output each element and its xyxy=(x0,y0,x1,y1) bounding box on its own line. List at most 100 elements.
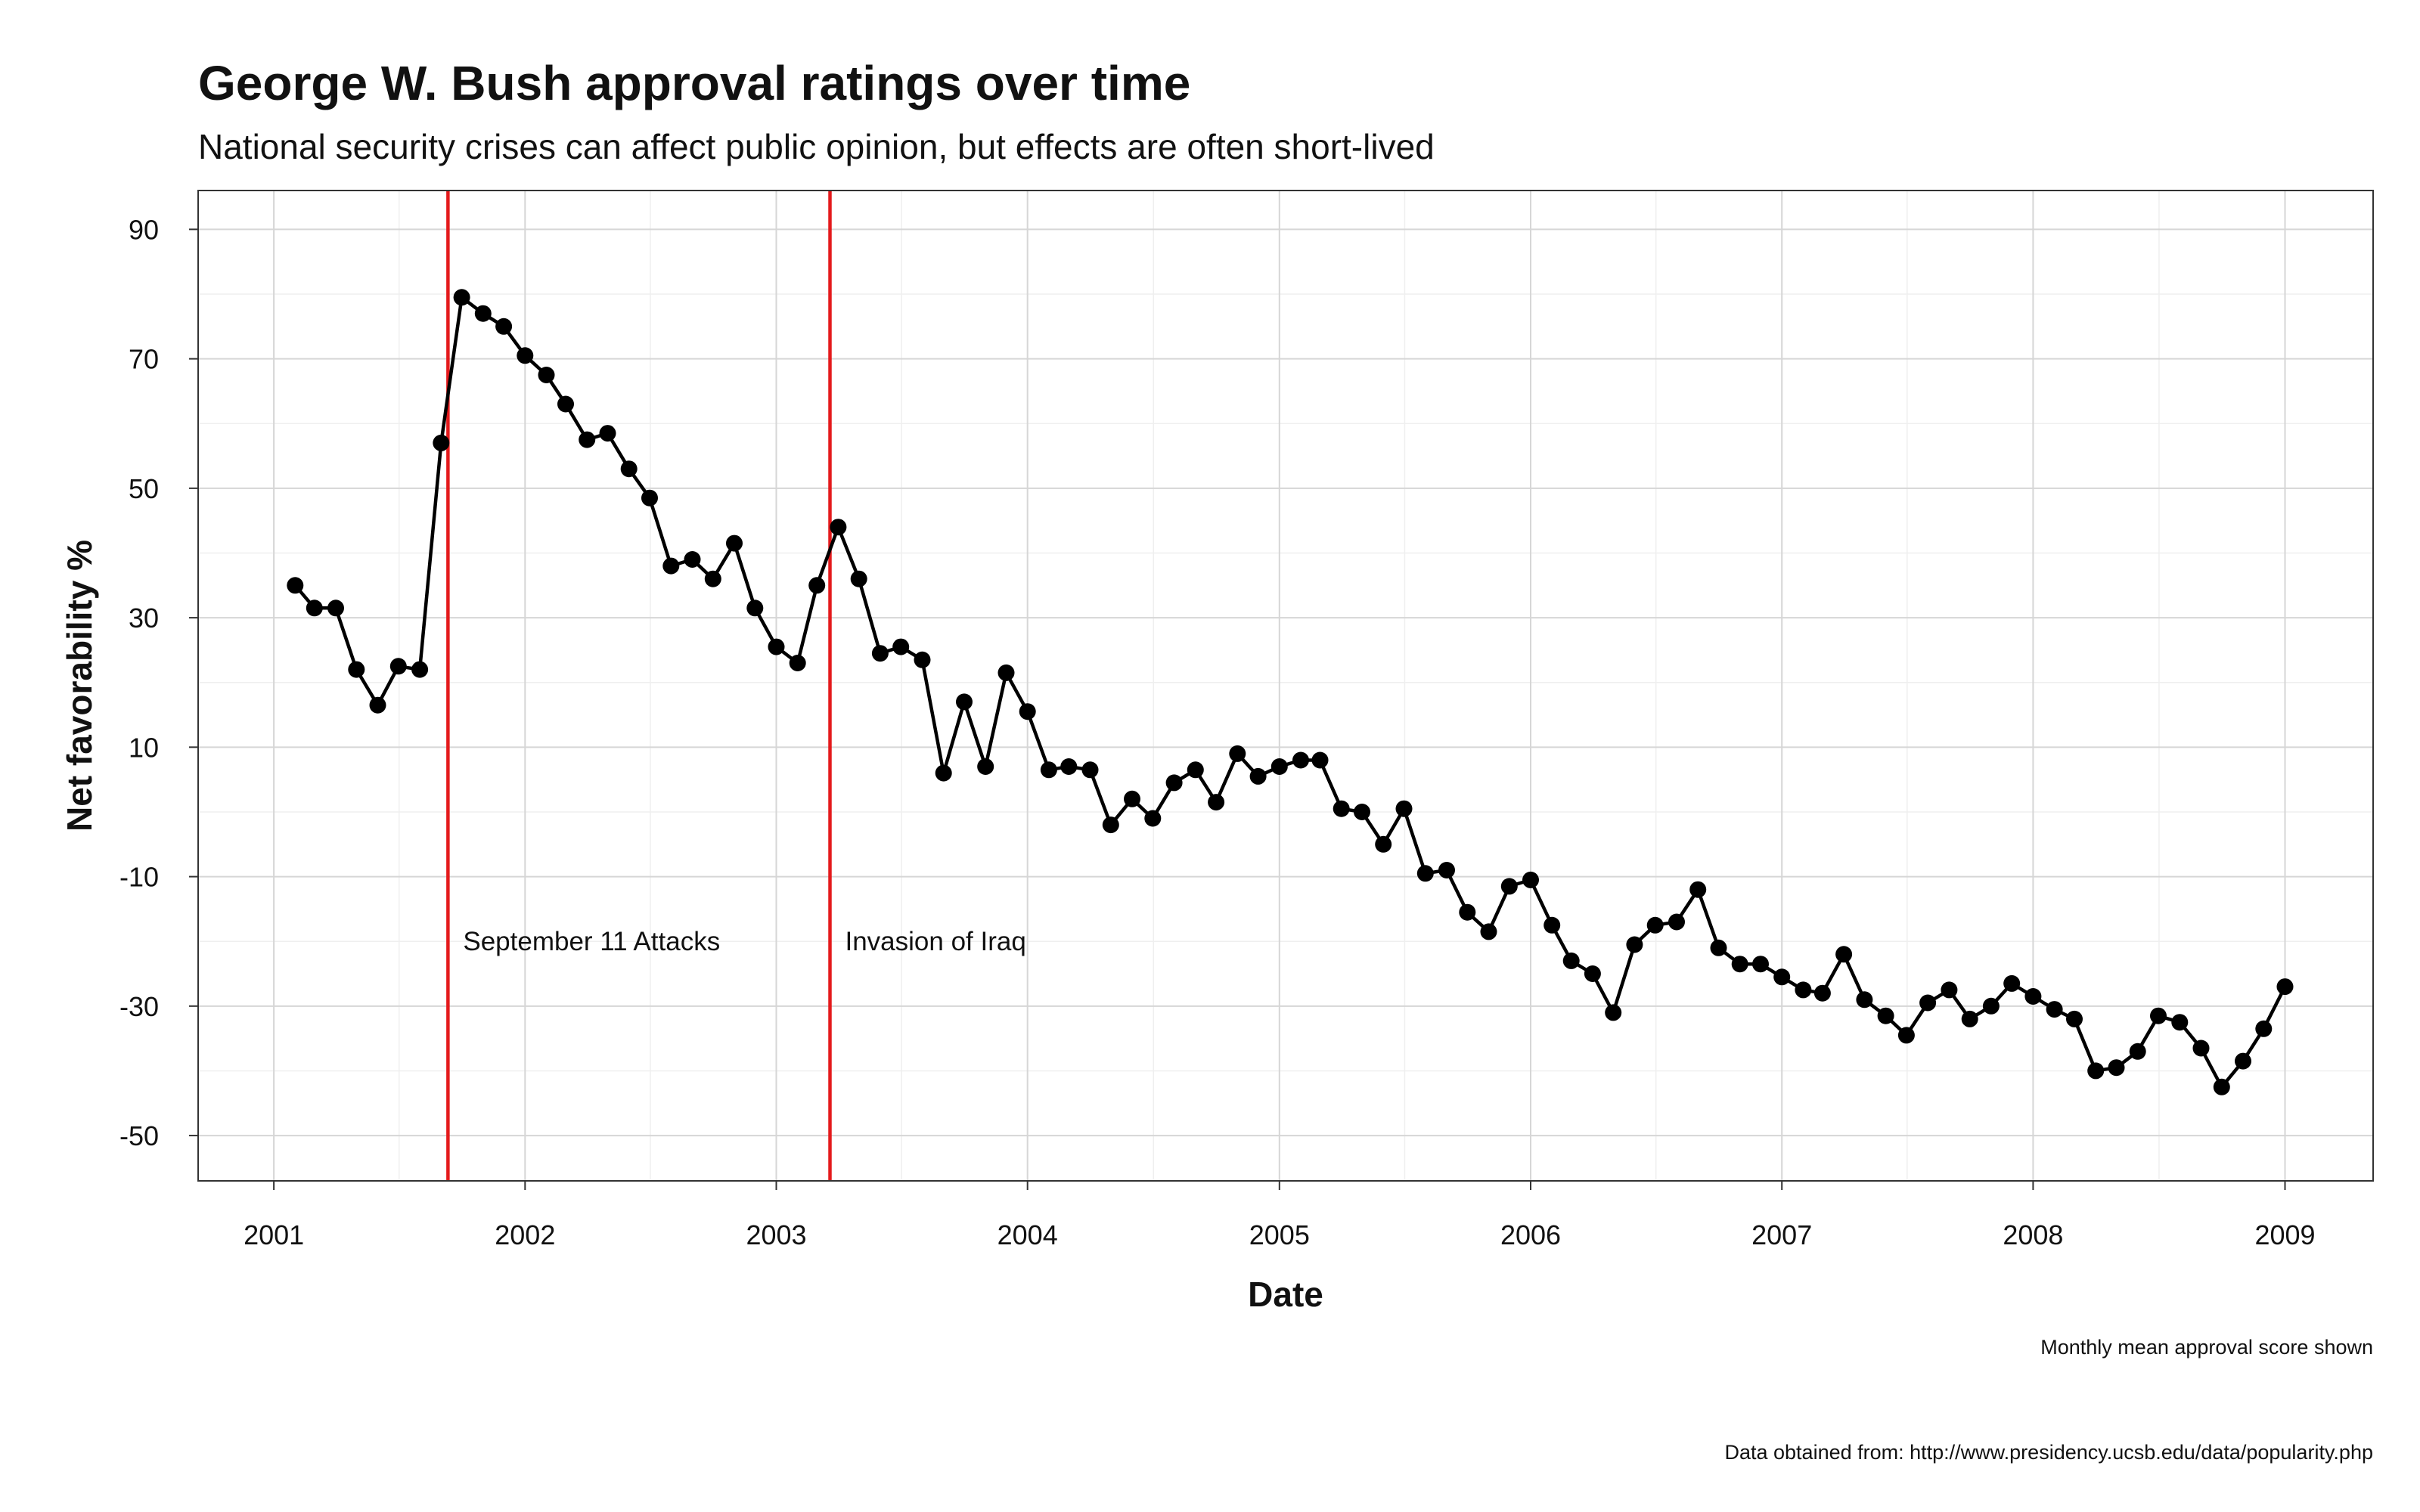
minor-gridlines xyxy=(198,191,2373,1181)
data-point xyxy=(2129,1043,2146,1060)
data-point xyxy=(599,425,616,442)
data-point xyxy=(1773,968,1791,986)
data-point xyxy=(768,638,785,655)
data-point xyxy=(662,557,680,575)
data-point xyxy=(1040,761,1057,779)
chart-title: George W. Bush approval ratings over tim… xyxy=(198,56,1190,110)
x-axis-title: Date xyxy=(1248,1275,1323,1314)
data-point xyxy=(1375,835,1392,853)
data-point xyxy=(1544,916,1561,934)
data-point xyxy=(892,638,910,655)
data-point xyxy=(1562,952,1580,969)
data-point xyxy=(1500,878,1518,895)
data-point xyxy=(1354,804,1370,820)
data-point xyxy=(411,661,429,678)
data-point xyxy=(369,696,386,714)
data-point xyxy=(2003,974,2021,992)
data-point xyxy=(474,305,492,322)
data-point xyxy=(1919,994,1937,1012)
data-point xyxy=(1646,916,1664,934)
data-point xyxy=(1584,965,1601,982)
data-point xyxy=(453,289,470,306)
data-point xyxy=(1480,923,1497,940)
data-point xyxy=(1522,871,1539,888)
data-point xyxy=(1102,816,1119,834)
y-tick-label: -10 xyxy=(119,862,159,893)
data-point xyxy=(1311,751,1329,769)
data-point xyxy=(997,664,1015,681)
data-point xyxy=(433,434,450,451)
data-point xyxy=(2192,1040,2210,1057)
data-point xyxy=(1060,758,1078,775)
caption-approval-note: Monthly mean approval score shown xyxy=(2040,1336,2373,1359)
data-point xyxy=(2024,988,2042,1005)
data-point xyxy=(1835,946,1853,963)
data-point xyxy=(1877,1007,1894,1024)
data-point xyxy=(808,577,826,594)
data-point xyxy=(1941,981,1958,999)
data-point xyxy=(1292,751,1309,769)
x-tick-label: 2005 xyxy=(1249,1219,1310,1250)
data-point xyxy=(1270,758,1288,775)
x-tick-label: 2007 xyxy=(1751,1219,1812,1250)
x-tick-label: 2002 xyxy=(495,1219,555,1250)
x-axis-ticks: 2001 2002 2003 2004 2005 2006 2007 2008 2009 xyxy=(244,1181,2316,1250)
x-tick-label: 2001 xyxy=(244,1219,304,1250)
data-point xyxy=(1982,997,2000,1015)
x-tick-label: 2008 xyxy=(2003,1219,2063,1250)
y-axis-ticks: 90 70 50 30 10 -10 -30 -50 xyxy=(119,214,198,1151)
data-point xyxy=(538,367,555,383)
y-tick-label: -30 xyxy=(119,991,159,1022)
data-point xyxy=(1856,991,1873,1009)
y-tick-label: -50 xyxy=(119,1120,159,1151)
y-tick-label: 30 xyxy=(129,603,159,634)
data-point xyxy=(2066,1010,2083,1027)
data-point xyxy=(1208,794,1225,811)
event-label: September 11 Attacks xyxy=(463,927,720,956)
data-point xyxy=(495,318,513,335)
approval-points xyxy=(287,289,2294,1095)
data-point xyxy=(1165,774,1183,792)
data-point xyxy=(1668,913,1685,931)
data-point xyxy=(1731,956,1748,973)
data-point xyxy=(641,489,658,507)
data-point xyxy=(684,551,701,568)
data-point xyxy=(746,600,764,617)
data-point xyxy=(850,570,867,587)
data-point xyxy=(557,395,574,413)
data-point xyxy=(1795,981,1812,999)
data-point xyxy=(389,658,407,675)
y-tick-label: 70 xyxy=(129,344,159,375)
data-point xyxy=(287,577,304,594)
data-point xyxy=(1249,767,1267,785)
event-lines xyxy=(446,191,832,1181)
data-point xyxy=(2235,1052,2251,1070)
data-point xyxy=(1897,1027,1915,1044)
y-axis-title: Net favorability % xyxy=(60,540,99,832)
data-point xyxy=(348,661,365,678)
x-tick-label: 2004 xyxy=(997,1219,1058,1250)
data-point xyxy=(1416,865,1434,882)
data-point xyxy=(1710,939,1727,956)
data-point xyxy=(1019,703,1036,720)
data-point xyxy=(2255,1020,2273,1037)
data-point xyxy=(2150,1007,2167,1024)
data-point xyxy=(1229,745,1246,762)
plot-border xyxy=(197,190,2374,1182)
event-label: Invasion of Iraq xyxy=(845,927,1025,956)
y-tick-label: 10 xyxy=(129,732,159,763)
data-point xyxy=(1459,903,1476,921)
caption-data-source: Data obtained from: http://www.presidenc… xyxy=(1724,1441,2373,1464)
data-point xyxy=(935,764,952,782)
data-point xyxy=(2276,978,2294,996)
data-point xyxy=(956,693,973,711)
chart-subtitle: National security crises can affect publ… xyxy=(198,127,1435,166)
data-point xyxy=(704,570,721,587)
data-point xyxy=(1752,956,1769,973)
data-point xyxy=(1438,862,1455,878)
data-point xyxy=(1144,810,1162,827)
data-point xyxy=(2046,1001,2063,1018)
x-tick-label: 2006 xyxy=(1500,1219,1561,1250)
